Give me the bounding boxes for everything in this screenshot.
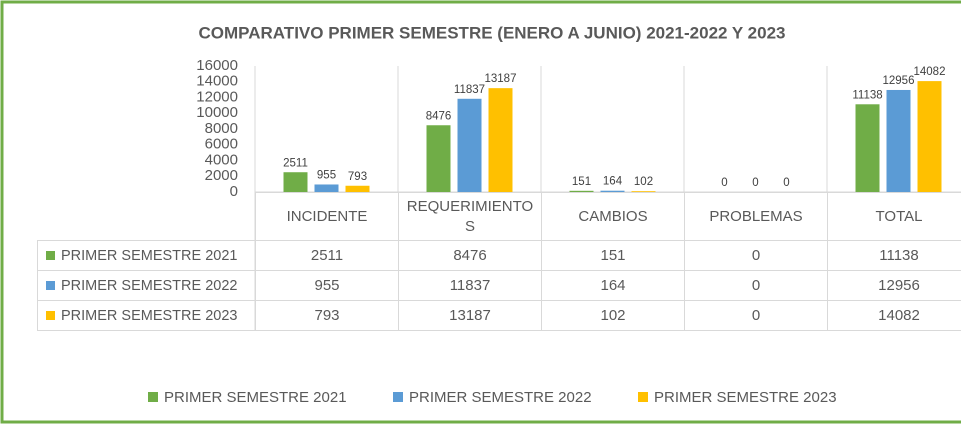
table-value: 0 [684,270,828,301]
table-value: 8476 [398,240,542,271]
data-label: 151 [572,176,591,188]
series-name: PRIMER SEMESTRE 2021 [61,247,238,264]
data-label: 8476 [426,110,452,122]
data-label: 11138 [852,89,882,101]
y-tick-label: 8000 [205,120,238,137]
table-value: 0 [684,300,828,331]
y-tick-label: 14000 [196,73,238,90]
table-value: 151 [541,240,685,271]
table-value: 12956 [827,270,961,301]
legend-key [46,251,55,260]
legend-label: PRIMER SEMESTRE 2021 [164,389,347,406]
data-label: 0 [752,177,758,189]
category-label: CAMBIOS [541,192,685,241]
table-series-name: PRIMER SEMESTRE 2023 [37,300,256,331]
table-value: 2511 [255,240,399,271]
table-value: 955 [255,270,399,301]
bar [569,190,594,192]
legend-key [46,311,55,320]
data-label: 793 [348,171,367,183]
y-tick-label: 2000 [205,167,238,184]
table-value: 13187 [398,300,542,331]
legend-key [638,392,648,402]
table-value: 11837 [398,270,542,301]
bar [886,89,911,192]
legend-label: PRIMER SEMESTRE 2022 [409,389,592,406]
table-series-name: PRIMER SEMESTRE 2021 [37,240,256,271]
table-value: 0 [684,240,828,271]
category-label: TOTAL [827,192,961,241]
bar [600,190,625,192]
series-name: PRIMER SEMESTRE 2023 [61,307,238,324]
data-label: 13187 [485,73,517,85]
bar [917,81,942,192]
table-value: 164 [541,270,685,301]
bar [488,88,513,192]
data-label: 102 [634,176,653,188]
table-value: 102 [541,300,685,331]
bar [314,184,339,192]
table-value: 14082 [827,300,961,331]
y-tick-label: 4000 [205,151,238,168]
chart-title: COMPARATIVO PRIMER SEMESTRE (ENERO A JUN… [199,23,786,42]
bar [457,98,482,192]
bar [855,104,880,192]
table-value: 11138 [827,240,961,271]
data-label: 0 [783,177,789,189]
data-label: 164 [603,176,623,188]
legend-key [46,281,55,290]
bar [426,125,451,192]
y-tick-label: 10000 [196,104,238,121]
legend-key [393,392,403,402]
bar [345,185,370,192]
table-series-name: PRIMER SEMESTRE 2022 [37,270,256,301]
category-label: REQUERIMIENTOS [398,192,542,241]
category-label: PROBLEMAS [684,192,828,241]
legend-label: PRIMER SEMESTRE 2023 [654,389,837,406]
data-label: 12956 [883,75,915,87]
data-label: 14082 [914,66,946,78]
bar [631,191,656,192]
data-label: 0 [721,177,727,189]
table-value: 793 [255,300,399,331]
y-tick-label: 6000 [205,136,238,153]
series-name: PRIMER SEMESTRE 2022 [61,277,238,294]
data-label: 2511 [283,157,308,169]
y-tick-label: 0 [230,183,238,200]
bar [283,172,308,192]
category-label: INCIDENTE [255,192,399,241]
y-tick-label: 16000 [196,57,238,74]
y-tick-label: 12000 [196,88,238,105]
legend-key [148,392,158,402]
data-label: 955 [317,170,336,182]
data-label: 11837 [454,84,485,96]
